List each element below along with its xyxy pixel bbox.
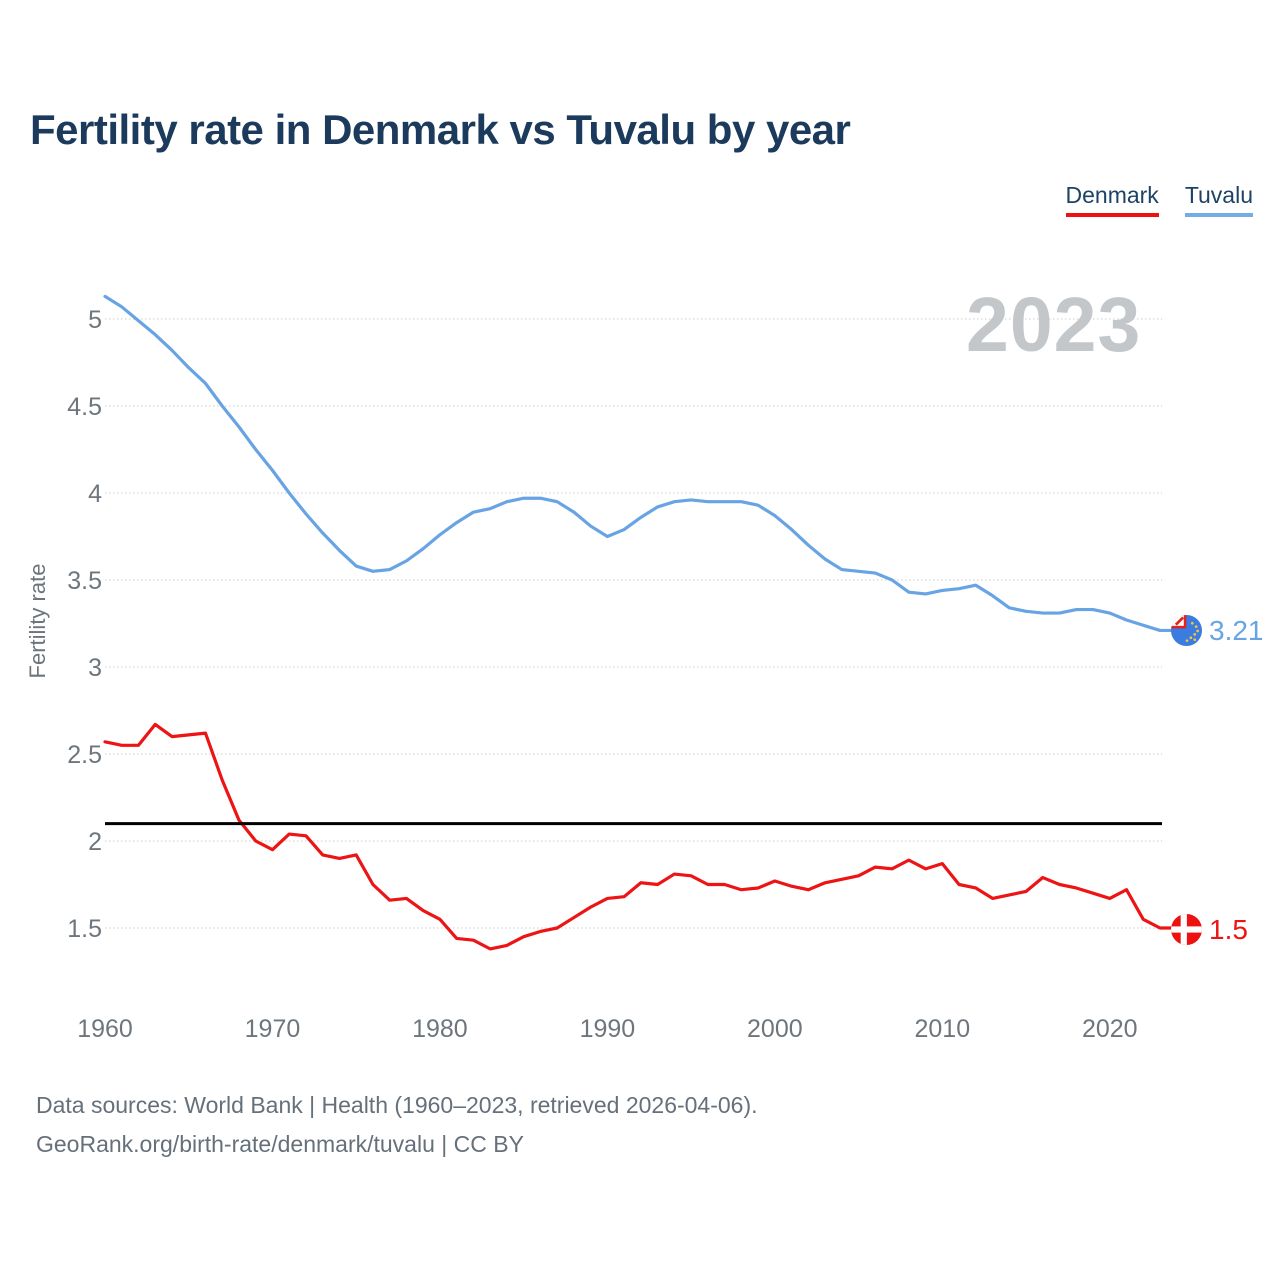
denmark-end-label: 1.5 [1171,914,1248,945]
y-axis-title: Fertility rate [25,564,50,679]
x-tick-label: 1960 [77,1015,133,1043]
denmark-end-value: 1.5 [1209,913,1248,945]
y-axis-ticks: 1.5 2 2.5 3 3.5 4 4.5 5 [67,306,102,943]
tuvalu-flag-icon [1171,615,1202,646]
legend-label-tuvalu: Tuvalu [1184,182,1253,208]
series-lines [103,294,1175,951]
x-tick-label: 2010 [914,1015,970,1043]
y-tick-label: 1.5 [67,915,102,943]
y-tick-label: 2.5 [67,741,102,769]
gridlines [105,318,1162,929]
x-tick-label: 2020 [1082,1015,1138,1043]
x-axis-ticks: 1960 1970 1980 1990 2000 2010 2020 [77,1015,1137,1043]
y-tick-label: 3 [88,654,102,682]
tuvalu-end-value: 3.21 [1209,614,1264,646]
y-tick-label: 2 [88,828,102,856]
y-tick-label: 4 [88,480,102,508]
legend-label-denmark: Denmark [1065,182,1159,208]
page-title: Fertility rate in Denmark vs Tuvalu by y… [30,106,851,153]
legend-item-tuvalu[interactable]: Tuvalu [1184,182,1253,218]
denmark-flag-icon [1171,914,1202,945]
x-tick-label: 1970 [245,1015,301,1043]
footer-attribution: GeoRank.org/birth-rate/denmark/tuvalu | … [36,1131,524,1157]
footer: Data sources: World Bank | Health (1960–… [36,1086,758,1164]
tuvalu-line[interactable] [103,294,1175,633]
x-tick-label: 2000 [747,1015,803,1043]
x-tick-label: 1980 [412,1015,468,1043]
year-watermark: 2023 [966,282,1142,368]
y-tick-label: 3.5 [67,567,102,595]
legend: Denmark Tuvalu [1065,182,1253,218]
legend-item-denmark[interactable]: Denmark [1065,182,1159,218]
y-tick-label: 5 [88,306,102,334]
y-tick-label: 4.5 [67,393,102,421]
footer-sources: Data sources: World Bank | Health (1960–… [36,1092,758,1118]
denmark-line[interactable] [103,722,1175,951]
tuvalu-end-label: 3.21 [1171,615,1264,646]
x-tick-label: 1990 [580,1015,636,1043]
